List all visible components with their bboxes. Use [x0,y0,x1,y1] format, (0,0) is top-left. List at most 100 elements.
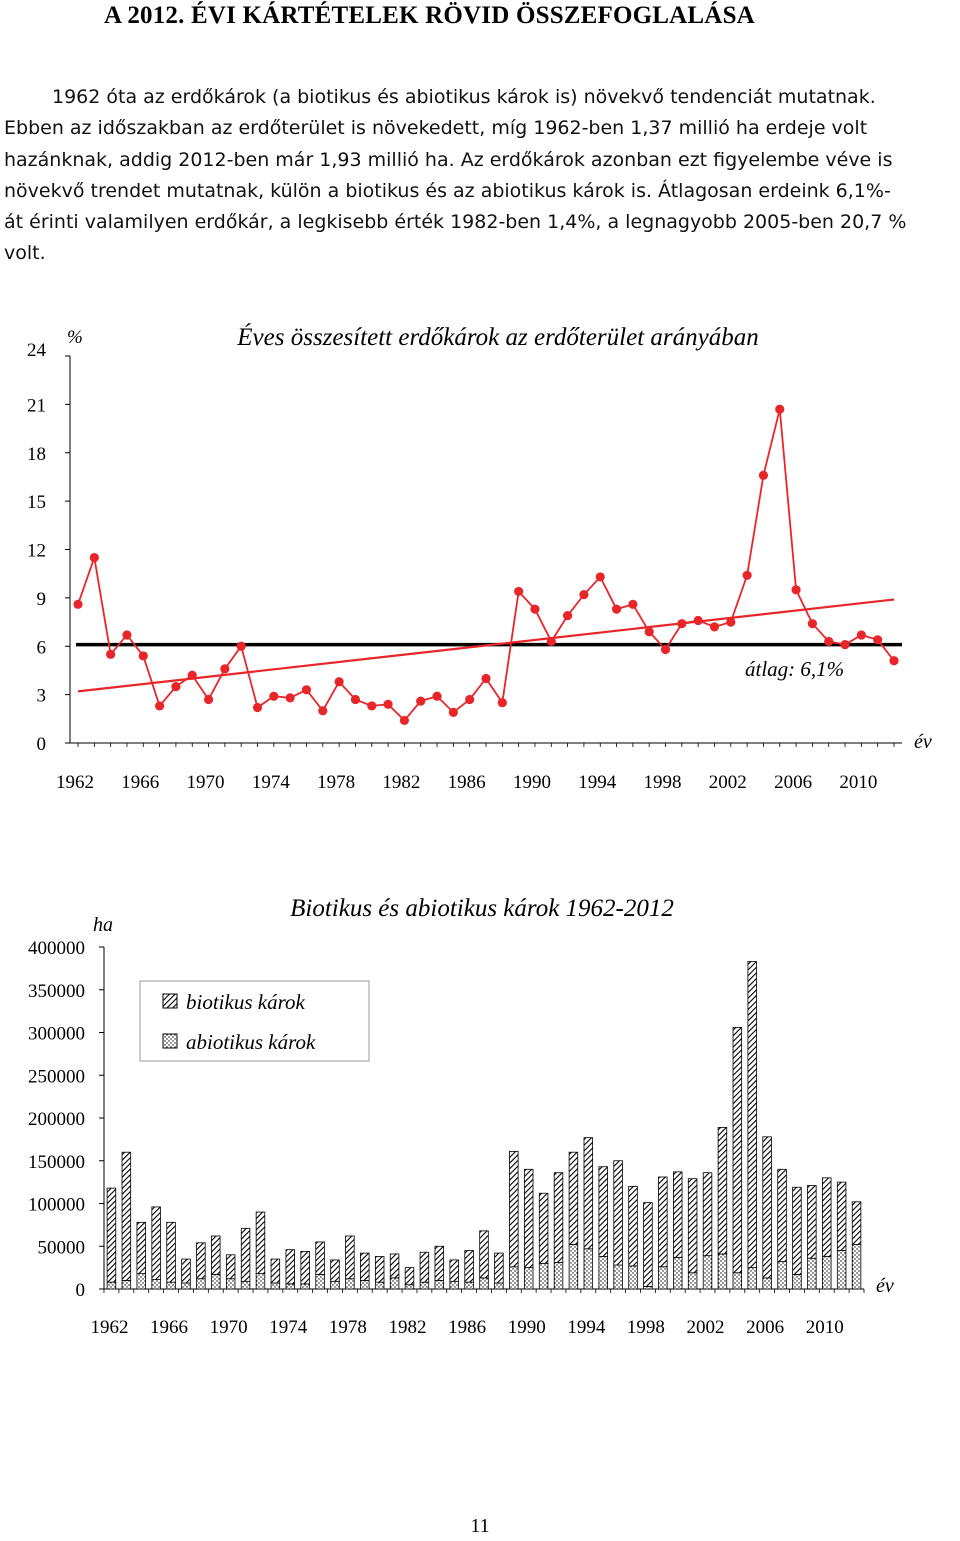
bar-biotikus [673,1171,683,1258]
bar-biotikus [389,1253,400,1279]
bar-biotikus [538,1192,549,1264]
bar-abiotikus [374,1281,385,1290]
x-tick-label: 2010 [839,772,877,793]
bar-biotikus [479,1230,489,1279]
bar-biotikus [211,1235,221,1275]
bar-biotikus [434,1245,445,1281]
x-tick-label: 1986 [448,1317,486,1338]
chart-title: Éves összesített erdőkárok az erdőterüle… [236,323,758,351]
data-point [611,604,622,614]
data-point [709,622,720,632]
data-point [269,691,279,701]
bar-biotikus [523,1168,534,1269]
bar-abiotikus [673,1256,683,1290]
legend-label-abiotikus: abiotikus károk [186,1030,316,1054]
bar-biotikus [419,1251,430,1283]
biotic-abiotic-chart: 0 50000 100000 150000 200000 250000 300000 3500… [0,880,960,1350]
paragraph-line: növekvő trendet mutatnak, külön a biotik… [4,179,891,202]
y-axis-label: % [67,327,83,348]
x-tick-label: 2006 [774,772,812,793]
average-label: átlag: 6,1% [745,657,844,681]
y-tick-label: 350000 [28,981,85,1002]
bar-biotikus [658,1176,668,1268]
trend-line [77,598,895,693]
bar-abiotikus [658,1266,668,1290]
x-tick-label: 1970 [210,1317,248,1338]
y-tick-label: 150000 [28,1152,85,1173]
bar-biotikus [136,1221,146,1275]
data-point [203,694,214,705]
damage-percentage-chart: 0 3 6 9 12 15 18 21 24 1962 1966 1970 1974 1978 1982 19… [0,310,960,810]
bar-abiotikus [762,1277,772,1290]
bar-biotikus [822,1177,832,1257]
y-tick-label: 0 [76,1280,86,1301]
data-point [791,585,801,595]
bar-abiotikus [315,1274,325,1290]
y-tick-label: 15 [27,492,46,513]
bar-biotikus [240,1227,251,1282]
y-tick-label: 3 [37,686,47,707]
bar-abiotikus [822,1256,832,1290]
data-point [350,694,361,705]
data-point [106,649,116,659]
paragraph-line: hazánknak, addig 2012-ben már 1,93 milli… [4,148,893,171]
data-point [383,699,393,709]
data-point [448,707,458,717]
bar-abiotikus [538,1262,549,1290]
bar-abiotikus [717,1253,728,1290]
y-tick-label: 6 [37,637,47,658]
bar-biotikus [121,1151,132,1281]
data-point [301,685,312,695]
bar-biotikus [464,1250,474,1283]
bar-biotikus [345,1235,355,1280]
bar-biotikus [643,1202,653,1287]
data-point [89,552,99,563]
x-tick-label: 1998 [627,1317,665,1338]
data-point [318,706,328,716]
data-point [644,627,654,637]
data-point [122,630,132,640]
bar-biotikus [166,1221,176,1283]
y-tick-label: 50000 [38,1237,86,1258]
data-point [726,617,736,627]
data-point [73,599,83,609]
data-point [155,701,165,711]
legend-swatch-biotikus [162,993,178,1009]
bar-abiotikus [702,1255,713,1290]
bar-abiotikus [509,1266,519,1290]
data-point [220,664,230,674]
bar-biotikus [553,1172,564,1263]
bar-abiotikus [836,1250,847,1290]
bar-abiotikus [300,1283,310,1290]
bar-biotikus [509,1150,519,1268]
x-tick-label: 1994 [567,1317,606,1338]
bar-abiotikus [255,1273,266,1290]
y-tick-label: 18 [27,444,46,465]
y-tick-label: 24 [27,340,47,361]
bar-biotikus [196,1242,206,1280]
data-point [465,694,475,705]
bar-abiotikus [121,1280,132,1290]
y-tick-label: 21 [27,395,46,416]
bar-abiotikus [285,1283,295,1290]
data-point [742,570,752,580]
y-tick-label: 0 [37,734,47,755]
data-point [530,604,540,614]
data-point [873,635,883,645]
x-tick-label: 2010 [806,1317,844,1338]
data-point [889,656,899,666]
bar-abiotikus [196,1278,206,1290]
data-point [660,644,671,655]
bar-biotikus [404,1267,415,1286]
bar-biotikus [732,1026,743,1274]
legend-box [139,980,370,1062]
x-tick-label: 1970 [187,772,225,793]
data-point [432,691,442,701]
paragraph-line: volt. [4,242,46,265]
bar-biotikus [628,1185,638,1267]
data-point [563,611,573,621]
bar-abiotikus [225,1278,236,1290]
data-point [416,696,426,706]
y-tick-label: 12 [27,541,46,562]
x-tick-label: 1962 [56,772,94,793]
